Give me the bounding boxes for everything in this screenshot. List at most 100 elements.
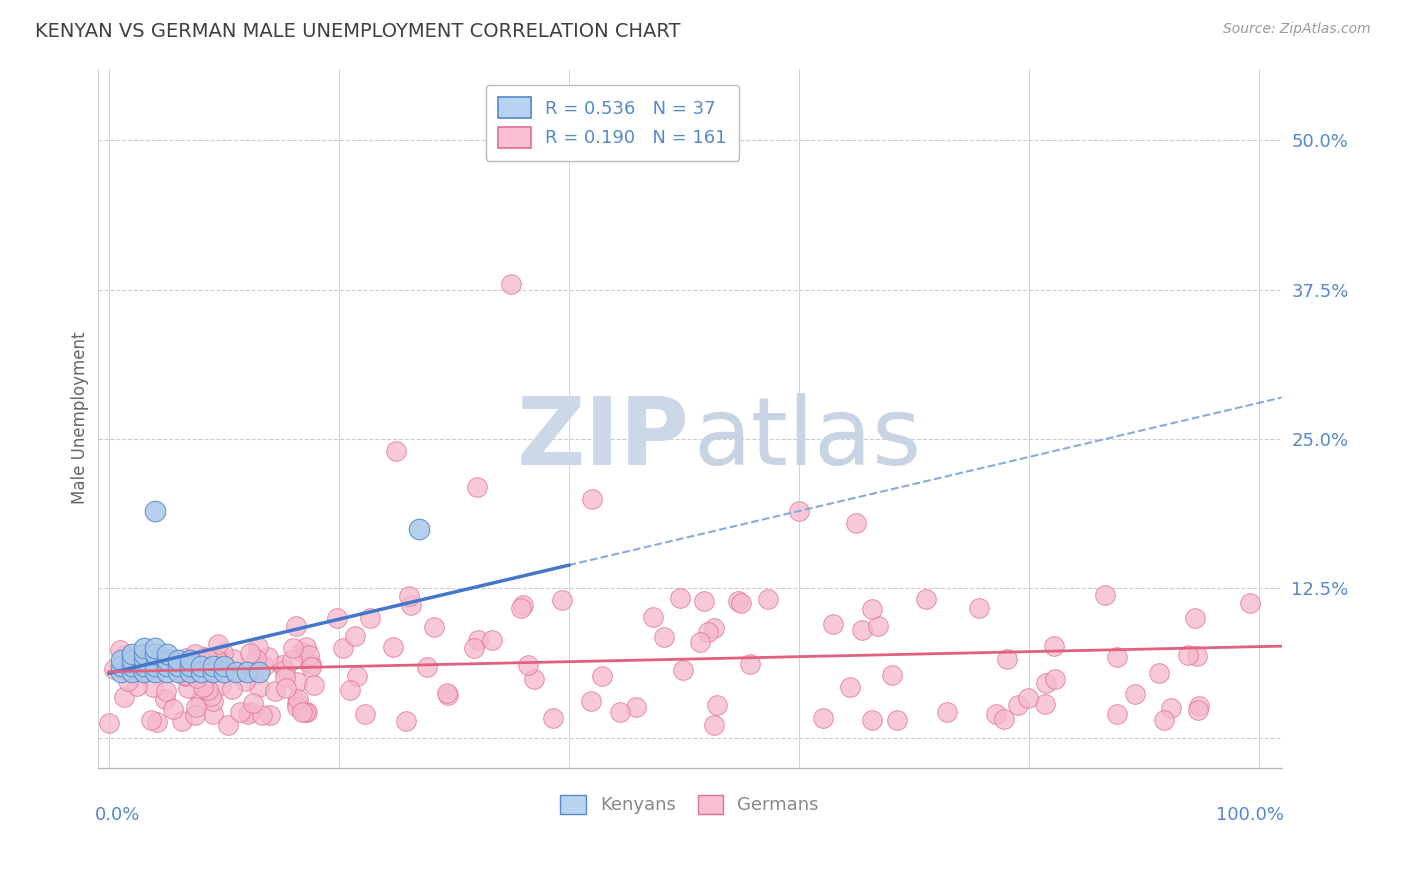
Point	[193, 649, 215, 664]
Point	[936, 705, 959, 719]
Point	[579, 694, 602, 708]
Point	[1184, 610, 1206, 624]
Point	[886, 713, 908, 727]
Point	[212, 665, 235, 679]
Point	[995, 652, 1018, 666]
Point	[239, 705, 262, 719]
Point	[672, 663, 695, 677]
Point	[512, 598, 534, 612]
Point	[264, 684, 287, 698]
Point	[1160, 701, 1182, 715]
Legend: Kenyans, Germans: Kenyans, Germans	[553, 788, 827, 822]
Point	[167, 665, 190, 679]
Point	[1177, 648, 1199, 662]
Point	[142, 681, 165, 695]
Point	[239, 646, 262, 660]
Point	[652, 631, 675, 645]
Point	[696, 625, 718, 640]
Point	[132, 665, 155, 679]
Point	[110, 659, 132, 673]
Text: ZIP: ZIP	[517, 393, 690, 485]
Point	[609, 705, 631, 719]
Point	[162, 702, 184, 716]
Point	[860, 713, 883, 727]
Point	[259, 707, 281, 722]
Point	[346, 669, 368, 683]
Point	[301, 657, 323, 671]
Point	[253, 658, 276, 673]
Point	[281, 653, 304, 667]
Point	[703, 718, 725, 732]
Point	[295, 705, 318, 719]
Point	[125, 679, 148, 693]
Point	[195, 651, 218, 665]
Point	[285, 699, 308, 714]
Point	[915, 592, 938, 607]
Point	[1185, 649, 1208, 664]
Text: KENYAN VS GERMAN MALE UNEMPLOYMENT CORRELATION CHART: KENYAN VS GERMAN MALE UNEMPLOYMENT CORRE…	[35, 22, 681, 41]
Point	[967, 600, 990, 615]
Point	[257, 650, 280, 665]
Point	[211, 646, 233, 660]
Point	[423, 620, 446, 634]
Point	[174, 651, 197, 665]
Point	[271, 657, 294, 672]
Point	[591, 668, 613, 682]
Point	[197, 683, 219, 698]
Point	[242, 696, 264, 710]
Point	[155, 659, 177, 673]
Point	[354, 706, 377, 721]
Point	[245, 652, 267, 666]
Point	[463, 640, 485, 655]
Point	[117, 674, 139, 689]
Point	[436, 686, 458, 700]
Point	[1239, 595, 1261, 609]
Point	[153, 691, 176, 706]
Point	[141, 713, 163, 727]
Point	[121, 659, 143, 673]
Point	[191, 654, 214, 668]
Point	[285, 696, 308, 710]
Point	[143, 659, 166, 673]
Point	[111, 654, 134, 668]
Point	[1043, 639, 1066, 653]
Point	[110, 665, 132, 679]
Point	[114, 648, 136, 663]
Point	[186, 700, 208, 714]
Point	[132, 641, 155, 656]
Point	[416, 660, 439, 674]
Point	[1007, 698, 1029, 712]
Point	[201, 665, 224, 679]
Point	[465, 480, 488, 494]
Point	[246, 640, 269, 654]
Point	[304, 678, 326, 692]
Text: 0.0%: 0.0%	[96, 806, 141, 824]
Point	[207, 653, 229, 667]
Point	[285, 675, 308, 690]
Point	[756, 591, 779, 606]
Point	[294, 705, 316, 719]
Point	[1187, 703, 1209, 717]
Point	[276, 681, 298, 695]
Point	[284, 619, 307, 633]
Point	[179, 653, 201, 667]
Point	[233, 673, 256, 688]
Text: 100.0%: 100.0%	[1216, 806, 1284, 824]
Point	[703, 621, 725, 635]
Point	[294, 640, 316, 655]
Point	[866, 618, 889, 632]
Text: Source: ZipAtlas.com: Source: ZipAtlas.com	[1223, 22, 1371, 37]
Point	[209, 678, 232, 692]
Point	[167, 653, 190, 667]
Point	[706, 698, 728, 712]
Point	[299, 659, 322, 673]
Point	[381, 640, 404, 654]
Point	[740, 657, 762, 672]
Point	[1017, 690, 1039, 705]
Point	[880, 667, 903, 681]
Point	[179, 665, 201, 679]
Point	[221, 681, 243, 696]
Point	[110, 653, 132, 667]
Point	[1045, 672, 1067, 686]
Point	[135, 664, 157, 678]
